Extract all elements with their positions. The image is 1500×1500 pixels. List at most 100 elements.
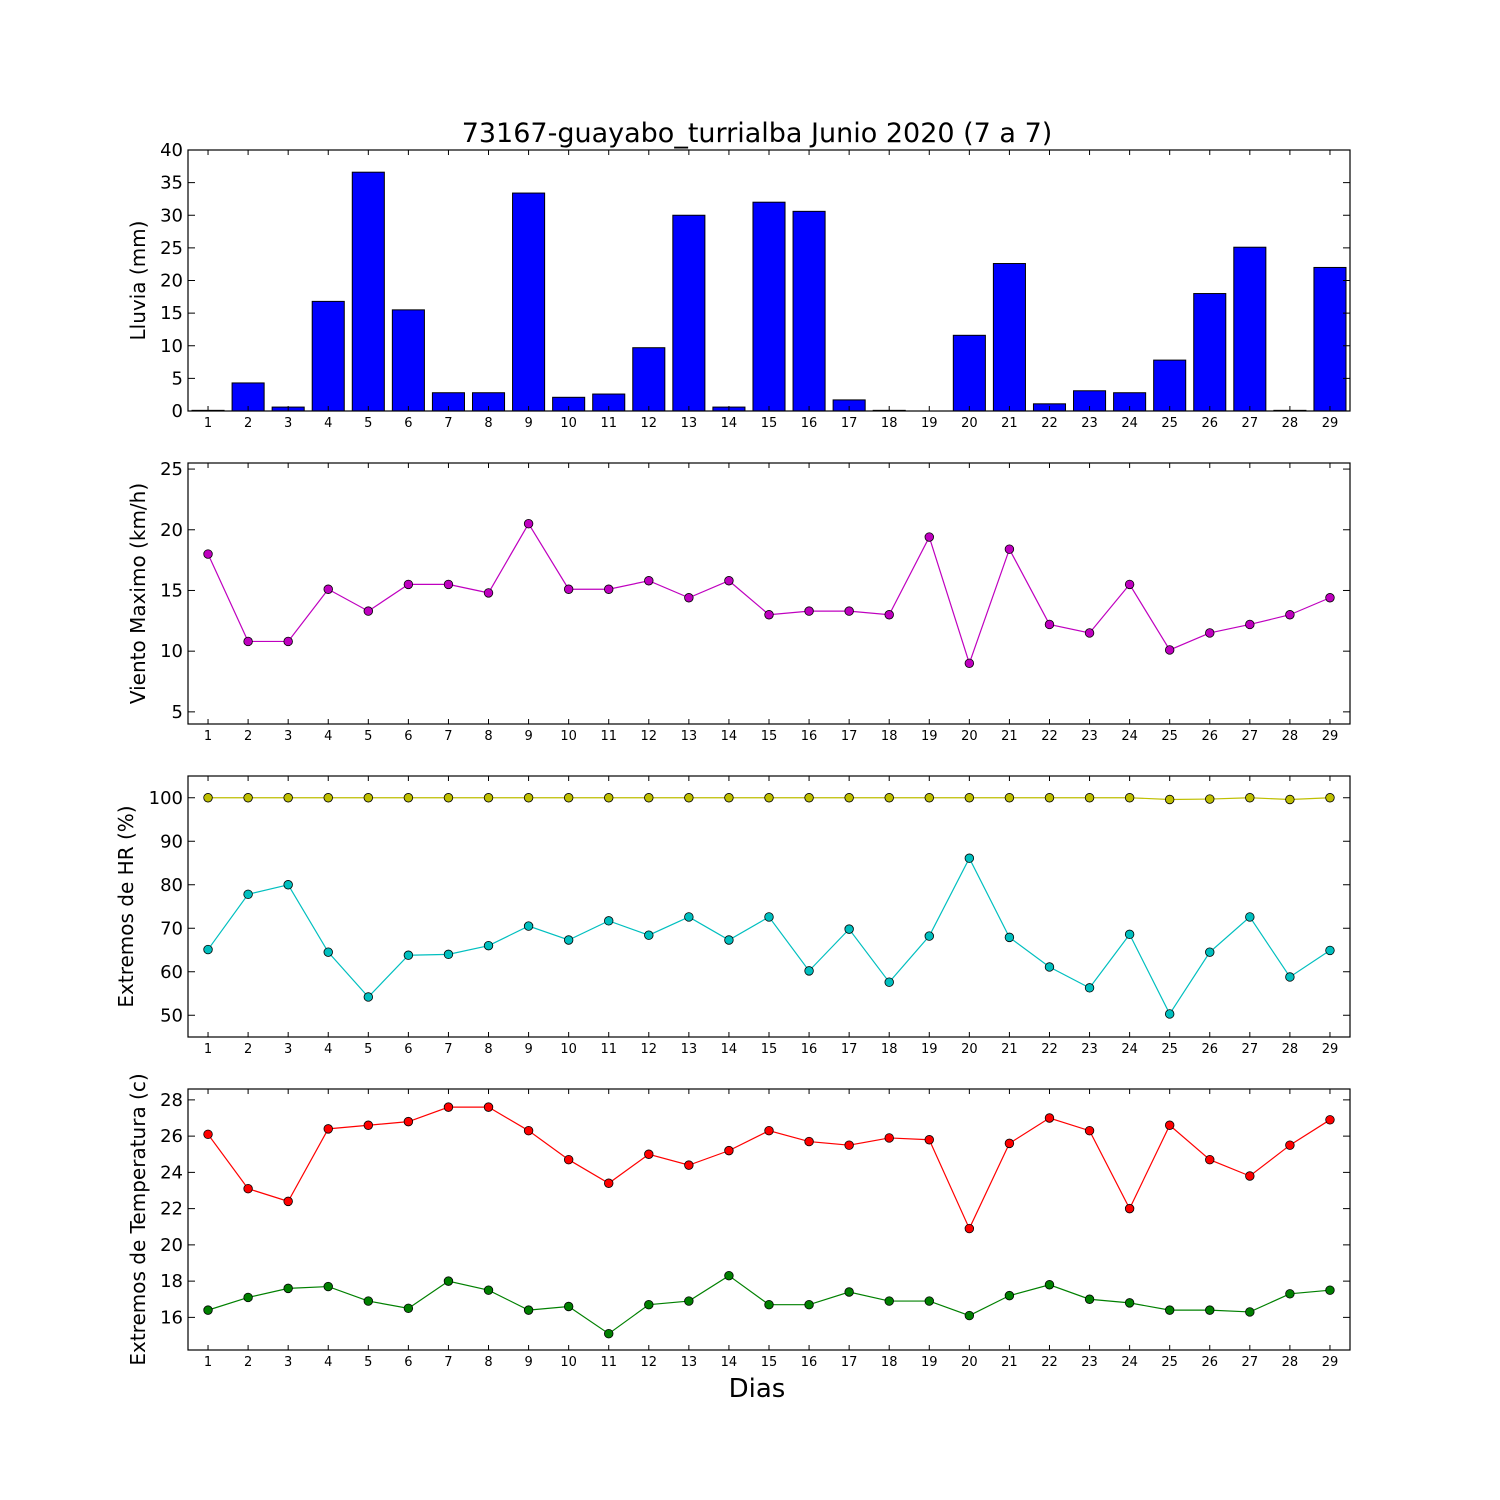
x-tick-label: 12	[641, 1355, 658, 1370]
x-tick-label: 28	[1282, 1042, 1299, 1057]
y-tick-label: 30	[160, 205, 183, 226]
y-tick-label: 10	[160, 336, 183, 357]
point-s1-day-3	[283, 793, 293, 803]
x-tick-label: 5	[364, 1355, 372, 1370]
x-tick-label: 17	[841, 729, 858, 744]
x-tick-label: 8	[484, 416, 492, 431]
x-tick-label: 12	[641, 729, 658, 744]
x-tick-label: 13	[681, 729, 698, 744]
x-tick-label: 7	[444, 1042, 452, 1057]
y-tick-label: 15	[160, 580, 183, 601]
x-tick-label: 27	[1242, 416, 1259, 431]
bar-day-29	[1313, 266, 1347, 412]
point-s1-day-2	[243, 1183, 253, 1194]
x-tick-label: 4	[324, 1355, 332, 1370]
x-tick-label: 3	[284, 729, 292, 744]
x-tick-label: 6	[404, 729, 412, 744]
point-s1-day-29	[1325, 593, 1335, 603]
x-tick-label: 24	[1121, 729, 1138, 744]
point-s1-day-22	[1044, 619, 1055, 630]
x-tick-label: 19	[921, 729, 938, 744]
point-s1-day-23	[1084, 793, 1095, 803]
point-s1-day-5	[363, 1120, 374, 1130]
y-tick-label: 70	[160, 918, 183, 939]
point-s1-day-21	[1004, 544, 1015, 554]
chart-panel-1: 1 2 3 4 5 6 7 8 9 10 11 12 13 14 15 16 17 18 19 20 21 22 23 24 2…	[126, 118, 1351, 431]
x-tick-label: 17	[841, 1355, 858, 1370]
point-s2-day-23	[1084, 1294, 1095, 1304]
point-s1-day-26	[1205, 1154, 1215, 1165]
x-tick-label: 18	[881, 1355, 898, 1370]
point-s2-day-15	[764, 1299, 774, 1310]
point-s1-day-29	[1325, 1115, 1335, 1125]
point-s1-day-11	[604, 584, 614, 594]
x-tick-label: 4	[324, 729, 332, 744]
x-tick-label: 15	[761, 1042, 778, 1057]
bar-day-12	[632, 347, 666, 412]
point-s2-day-19	[924, 1296, 934, 1306]
x-tick-label: 8	[484, 1042, 492, 1057]
bar-day-20	[952, 334, 986, 412]
x-tick-label: 2	[244, 1042, 252, 1057]
point-s2-day-19	[924, 931, 934, 941]
point-s2-day-14	[724, 935, 734, 945]
point-s1-day-13	[684, 593, 694, 603]
x-tick-label: 11	[600, 1042, 617, 1057]
x-tick-label: 13	[681, 416, 698, 431]
point-s2-day-14	[724, 1270, 734, 1281]
point-s2-day-16	[804, 966, 814, 976]
point-s1-day-3	[283, 1196, 293, 1207]
point-s1-day-2	[243, 636, 253, 647]
x-tick-label: 8	[484, 729, 492, 744]
point-s2-day-8	[483, 940, 494, 951]
point-s2-day-2	[243, 1292, 253, 1303]
point-s1-day-10	[563, 1154, 574, 1165]
point-s2-day-1	[203, 944, 213, 955]
x-tick-label: 11	[600, 729, 617, 744]
point-s1-day-6	[403, 1116, 414, 1127]
point-s1-day-22	[1044, 1113, 1055, 1123]
x-tick-label: 10	[560, 1042, 577, 1057]
point-s2-day-1	[203, 1305, 213, 1315]
x-tick-label: 29	[1322, 1355, 1339, 1370]
x-tick-label: 6	[404, 1042, 412, 1057]
point-s2-day-28	[1285, 1289, 1295, 1299]
point-s1-day-19	[924, 532, 934, 542]
point-s1-day-12	[644, 576, 654, 586]
x-tick-label: 21	[1001, 416, 1018, 431]
bar-day-13	[672, 214, 706, 412]
point-s2-day-26	[1205, 1305, 1215, 1315]
x-tick-label: 15	[761, 1355, 778, 1370]
point-s2-day-3	[283, 1283, 293, 1294]
point-s1-day-25	[1164, 645, 1175, 655]
point-s2-day-13	[684, 912, 694, 922]
x-tick-label: 2	[244, 416, 252, 431]
x-tick-label: 26	[1201, 1355, 1218, 1370]
x-tick-label: 27	[1242, 1355, 1259, 1370]
y-tick-label: 25	[160, 238, 183, 259]
chart-panel-4: 1 2 3 4 5 6 7 8 9 10 11 12 13 14 15 16 17 18 19 20 21 22 23 24 2…	[126, 1073, 1351, 1404]
x-tick-label: 29	[1322, 1042, 1339, 1057]
point-s2-day-20	[964, 1310, 975, 1321]
bar-day-6	[391, 309, 425, 412]
x-tick-label: 5	[364, 1042, 372, 1057]
x-tick-label: 15	[761, 416, 778, 431]
point-s2-day-11	[604, 1328, 614, 1339]
point-s1-day-22	[1044, 793, 1055, 803]
x-tick-label: 14	[721, 1355, 738, 1370]
x-tick-label: 14	[721, 1042, 738, 1057]
x-tick-label: 20	[961, 416, 978, 431]
x-tick-label: 12	[641, 1042, 658, 1057]
x-tick-label: 28	[1282, 416, 1299, 431]
point-s2-day-29	[1325, 1285, 1335, 1295]
point-s1-day-13	[684, 793, 694, 803]
y-tick-label: 100	[149, 788, 183, 809]
x-tick-label: 1	[204, 1042, 212, 1057]
point-s1-day-20	[964, 1223, 975, 1234]
point-s1-day-26	[1205, 628, 1215, 638]
point-s1-day-24	[1124, 793, 1135, 803]
point-s1-day-11	[604, 793, 614, 803]
x-tick-label: 23	[1081, 416, 1098, 431]
point-s2-day-18	[884, 1296, 894, 1306]
point-s2-day-17	[844, 924, 854, 934]
